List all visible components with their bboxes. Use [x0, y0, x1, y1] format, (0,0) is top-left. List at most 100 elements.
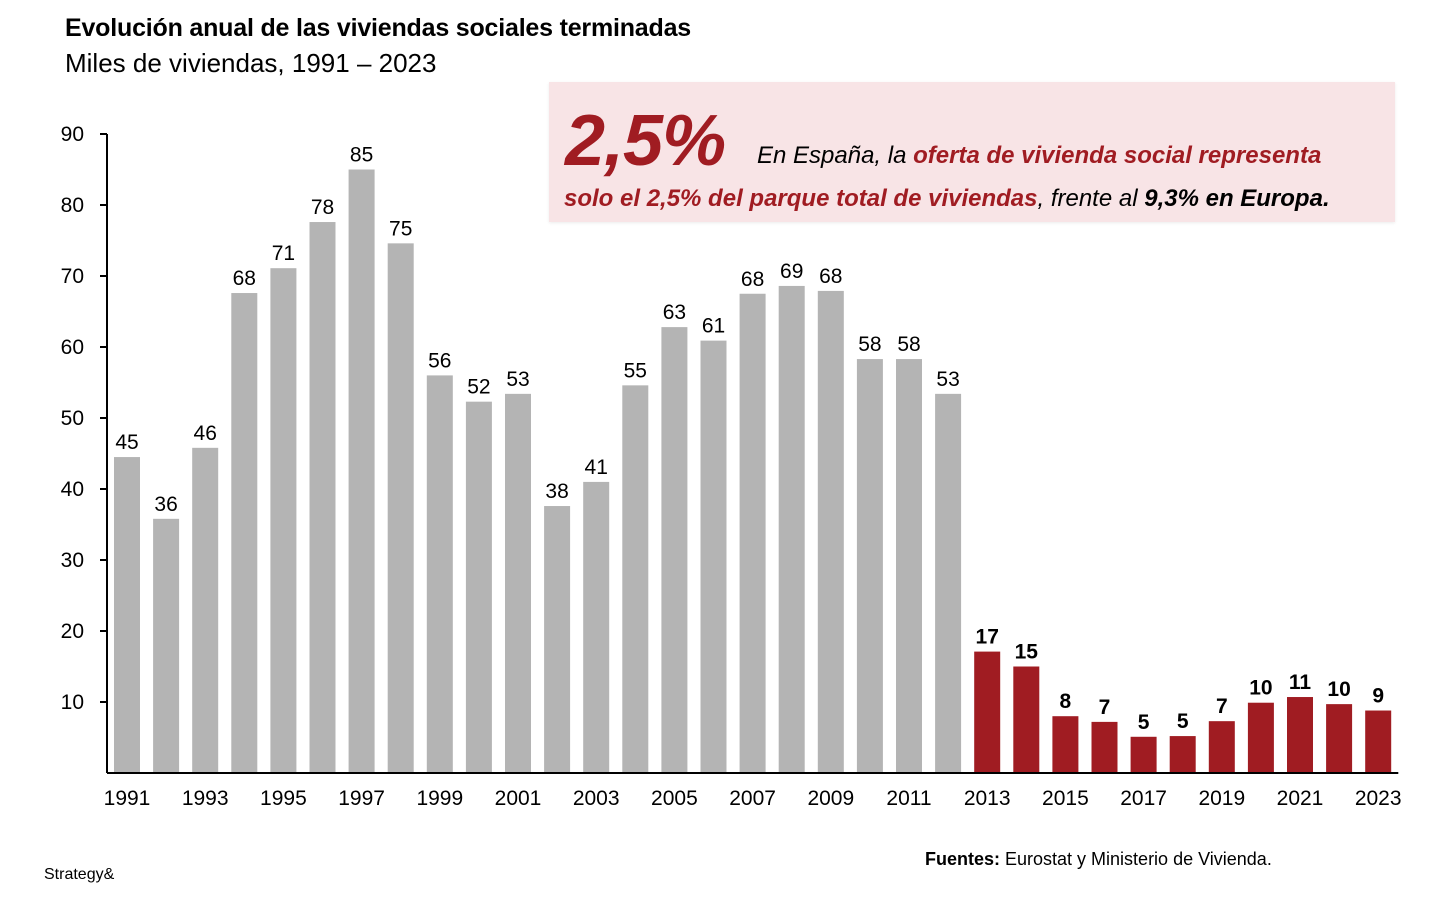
bar-1998	[387, 243, 414, 774]
sources-text: Eurostat y Ministerio de Vivienda.	[1000, 849, 1272, 869]
brand-label: Strategy&	[44, 866, 115, 883]
chart-subtitle: Miles de viviendas, 1991 – 2023	[65, 48, 437, 78]
y-tick-label-60: 60	[61, 336, 84, 359]
y-tick-label-10: 10	[61, 691, 84, 714]
bar-2017	[1130, 736, 1157, 773]
x-tick-label-2001: 2001	[495, 787, 542, 810]
callout-text-plain: , frente al	[1037, 185, 1145, 212]
bar-1993	[192, 447, 219, 773]
data-label-2011: 58	[897, 333, 920, 356]
bar-2022	[1326, 704, 1353, 773]
x-tick-label-1995: 1995	[260, 787, 307, 810]
data-label-2006: 61	[702, 315, 725, 338]
bar-1997	[348, 169, 375, 773]
bar-2019	[1208, 721, 1235, 773]
bar-2009	[817, 290, 844, 773]
bar-2012	[935, 393, 962, 773]
data-label-2013: 17	[976, 626, 999, 649]
bar-2004	[622, 385, 649, 773]
data-label-2014: 15	[1015, 641, 1039, 664]
bar-1992	[153, 518, 180, 773]
data-label-2023: 9	[1372, 685, 1384, 708]
callout-text-highlight: oferta de vivienda social representa	[913, 142, 1322, 169]
bar-2005	[661, 327, 688, 773]
callout-big-number: 2,5%	[565, 101, 726, 181]
data-label-2002: 38	[545, 480, 568, 503]
bar-2003	[583, 481, 610, 773]
x-tick-label-1993: 1993	[182, 787, 229, 810]
bar-2006	[700, 340, 727, 773]
data-label-1991: 45	[115, 431, 138, 454]
x-tick-label-2021: 2021	[1277, 787, 1324, 810]
bar-2016	[1091, 721, 1118, 773]
bar-2011	[896, 359, 922, 773]
callout-text-highlight: solo el 2,5% del parque total de viviend…	[564, 185, 1038, 212]
data-label-2003: 41	[585, 456, 608, 479]
bar-2023	[1365, 710, 1392, 773]
data-label-2022: 10	[1327, 678, 1350, 701]
data-label-1995: 71	[272, 242, 295, 265]
bar-2020	[1247, 702, 1274, 773]
y-tick-label-90: 90	[61, 123, 84, 146]
data-label-2017: 5	[1138, 711, 1150, 734]
sources-label: Fuentes:	[925, 849, 1001, 869]
x-tick-label-1991: 1991	[104, 787, 151, 810]
data-label-2016: 7	[1099, 696, 1111, 719]
y-tick-label-30: 30	[61, 549, 84, 572]
data-label-2009: 68	[819, 265, 842, 288]
y-tick-label-80: 80	[61, 194, 84, 217]
callout-text-europe: 9,3% en Europa.	[1144, 185, 1330, 212]
x-tick-label-2015: 2015	[1042, 787, 1089, 810]
x-tick-label-2019: 2019	[1198, 787, 1245, 810]
data-label-1992: 36	[154, 493, 177, 516]
bar-1991	[114, 457, 140, 773]
bar-1999	[426, 375, 453, 773]
axes-group: 10 20 30 40 50 60 70 80 90 1991 1993 1995 1997 1999 20…	[61, 123, 1402, 810]
data-label-2015: 8	[1060, 690, 1072, 713]
bar-2014	[1013, 666, 1040, 773]
data-label-2020: 10	[1249, 677, 1272, 700]
bar-2015	[1052, 716, 1079, 773]
x-tick-label-2017: 2017	[1120, 787, 1167, 810]
bar-2000	[465, 401, 492, 773]
chart-title: Evolución anual de las viviendas sociale…	[65, 14, 691, 42]
data-label-1997: 85	[350, 144, 373, 167]
data-label-1993: 46	[194, 422, 217, 445]
callout-text-plain: En España, la	[757, 142, 914, 169]
data-label-2012: 53	[936, 368, 959, 391]
sources-note: Fuentes: Eurostat y Ministerio de Vivien…	[925, 849, 1272, 870]
data-label-2001: 53	[506, 368, 529, 391]
bar-1994	[231, 293, 258, 773]
x-tick-label-2011: 2011	[886, 787, 931, 810]
x-tick-label-2005: 2005	[651, 787, 698, 810]
callout-line-1: En España, la oferta de vivienda social …	[757, 142, 1321, 170]
y-tick-label-70: 70	[61, 265, 84, 288]
data-label-2010: 58	[858, 333, 881, 356]
data-label-2008: 69	[780, 260, 803, 283]
bar-2021	[1287, 697, 1313, 773]
data-label-1998: 75	[389, 217, 412, 240]
data-label-2018: 5	[1177, 710, 1189, 733]
data-label-2005: 63	[663, 301, 686, 324]
y-tick-label-50: 50	[61, 407, 84, 430]
x-tick-label-2007: 2007	[729, 787, 776, 810]
x-tick-label-2009: 2009	[807, 787, 854, 810]
x-tick-label-2003: 2003	[573, 787, 620, 810]
bar-2001	[505, 393, 531, 773]
data-label-2021: 11	[1289, 671, 1312, 694]
data-label-2019: 7	[1216, 695, 1228, 718]
x-tick-label-1997: 1997	[338, 787, 385, 810]
bar-2010	[856, 359, 883, 773]
bar-2007	[739, 293, 766, 773]
y-tick-label-20: 20	[61, 620, 84, 643]
x-tick-label-2013: 2013	[964, 787, 1011, 810]
bar-2008	[778, 285, 805, 773]
bar-2002	[544, 506, 571, 773]
data-label-1996: 78	[311, 196, 334, 219]
bar-2013	[974, 651, 1001, 773]
x-tick-label-1999: 1999	[416, 787, 463, 810]
bar-2018	[1169, 736, 1196, 773]
data-label-1994: 68	[233, 267, 256, 290]
